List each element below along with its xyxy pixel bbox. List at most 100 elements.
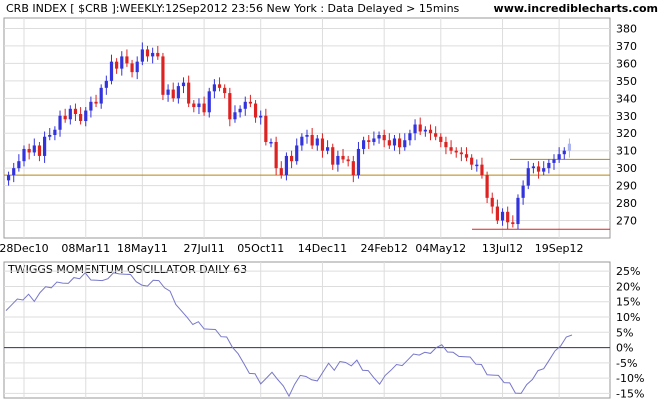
candle-up: [140, 49, 144, 62]
candle-down: [37, 145, 42, 156]
candle-up: [562, 150, 566, 155]
candle-up: [166, 89, 170, 95]
candle-up: [238, 108, 242, 113]
candle-down: [223, 87, 227, 94]
price-x-tick-label: 24Feb12: [360, 242, 407, 255]
candle-up: [120, 56, 124, 69]
price-candles: [6, 42, 572, 230]
candle-down: [192, 103, 196, 108]
price-y-tick-label: 340: [616, 92, 637, 105]
candle-up: [305, 134, 309, 137]
candle-up: [295, 145, 299, 162]
candle-down: [490, 197, 494, 207]
oscillator-y-tick-label: 25%: [616, 265, 640, 278]
candle-down: [27, 148, 31, 153]
oscillator-title: TWIGGS MOMENTUM OSCILLATOR DAILY 63: [7, 263, 247, 276]
candle-down: [248, 101, 253, 104]
oscillator-grid: [4, 262, 610, 398]
candle-up: [475, 164, 479, 167]
candle-up: [259, 115, 263, 118]
price-x-tick-label: 28Dec10: [0, 242, 49, 255]
oscillator-y-tick-label: 10%: [616, 311, 640, 324]
candle-up: [403, 140, 407, 148]
candle-up: [547, 162, 551, 169]
candle-up: [68, 108, 72, 120]
candle-down: [346, 159, 350, 162]
candle-up: [212, 84, 216, 92]
candle-down: [449, 147, 453, 151]
candle-down: [439, 136, 443, 142]
candle-down: [320, 138, 325, 151]
candle-up: [336, 155, 340, 165]
price-y-tick-label: 350: [616, 75, 637, 88]
candle-up: [48, 134, 52, 137]
price-y-tick-label: 280: [616, 197, 637, 210]
candle-up: [89, 101, 93, 111]
oscillator-series: [5, 272, 573, 398]
candle-down: [279, 168, 283, 176]
oscillator-panel: TWIGGS MOMENTUM OSCILLATOR DAILY 63 25% 2…: [3, 261, 644, 400]
candle-up: [542, 168, 546, 172]
candle-down: [73, 108, 78, 115]
candle-down: [171, 89, 175, 99]
oscillator-y-tick-label: -10%: [616, 372, 644, 385]
candle-up: [413, 124, 417, 134]
candle-down: [310, 134, 314, 146]
candle-up: [109, 61, 114, 81]
candle-down: [387, 140, 391, 146]
candle-up: [300, 136, 304, 146]
candle-up: [135, 61, 139, 73]
candle-up: [22, 148, 26, 162]
price-panel-frame: [3, 17, 611, 239]
candle-up: [500, 211, 505, 221]
candle-down: [130, 63, 134, 73]
price-x-tick-label: 13Jul12: [482, 242, 523, 255]
candle-down: [382, 134, 386, 141]
candle-down: [418, 124, 422, 132]
candle-down: [428, 129, 433, 134]
price-y-tick-label: 270: [616, 215, 637, 228]
price-y-tick-label: 380: [616, 22, 637, 35]
candle-down: [454, 150, 458, 153]
candle-down: [274, 141, 278, 169]
candle-down: [264, 115, 268, 142]
candle-down: [289, 155, 294, 162]
price-y-tick-label: 360: [616, 57, 637, 70]
candle-down: [444, 141, 448, 148]
oscillator-y-tick-label: -15%: [616, 387, 644, 400]
candle-down: [470, 157, 474, 165]
price-y-tick-label: 300: [616, 162, 637, 175]
candle-up: [6, 175, 11, 181]
candle-up: [567, 143, 572, 151]
oscillator-y-tick-label: -5%: [616, 357, 637, 370]
oscillator-y-tick-label: 20%: [616, 280, 640, 293]
candle-up: [233, 112, 237, 120]
price-y-axis: 270 280 290 300 310 320 330 340 350 360 370 380: [616, 22, 637, 227]
candle-up: [516, 197, 520, 225]
price-x-tick-label: 27Jul11: [183, 242, 224, 255]
candle-down: [202, 103, 206, 113]
candle-up: [269, 141, 273, 144]
candle-up: [197, 103, 201, 108]
price-x-tick-label: 08Mar11: [61, 242, 110, 255]
price-y-tick-label: 310: [616, 145, 637, 158]
candle-up: [84, 110, 88, 122]
candle-up: [423, 129, 427, 132]
candle-up: [521, 185, 525, 198]
candle-down: [161, 56, 165, 95]
candle-down: [228, 93, 232, 120]
candle-down: [331, 147, 335, 165]
candle-up: [207, 91, 211, 113]
candle-down: [398, 138, 402, 148]
candle-up: [99, 87, 103, 104]
price-x-axis: 28Dec10 08Mar11 18May11 27Jul11 05Oct11 14Dec…: [0, 242, 584, 255]
candle-up: [531, 166, 536, 169]
candle-up: [526, 168, 530, 186]
candle-down: [156, 52, 160, 57]
candle-up: [392, 138, 397, 146]
candle-down: [351, 161, 355, 176]
candle-down: [464, 154, 469, 158]
candle-down: [495, 206, 499, 221]
candle-down: [506, 211, 510, 223]
